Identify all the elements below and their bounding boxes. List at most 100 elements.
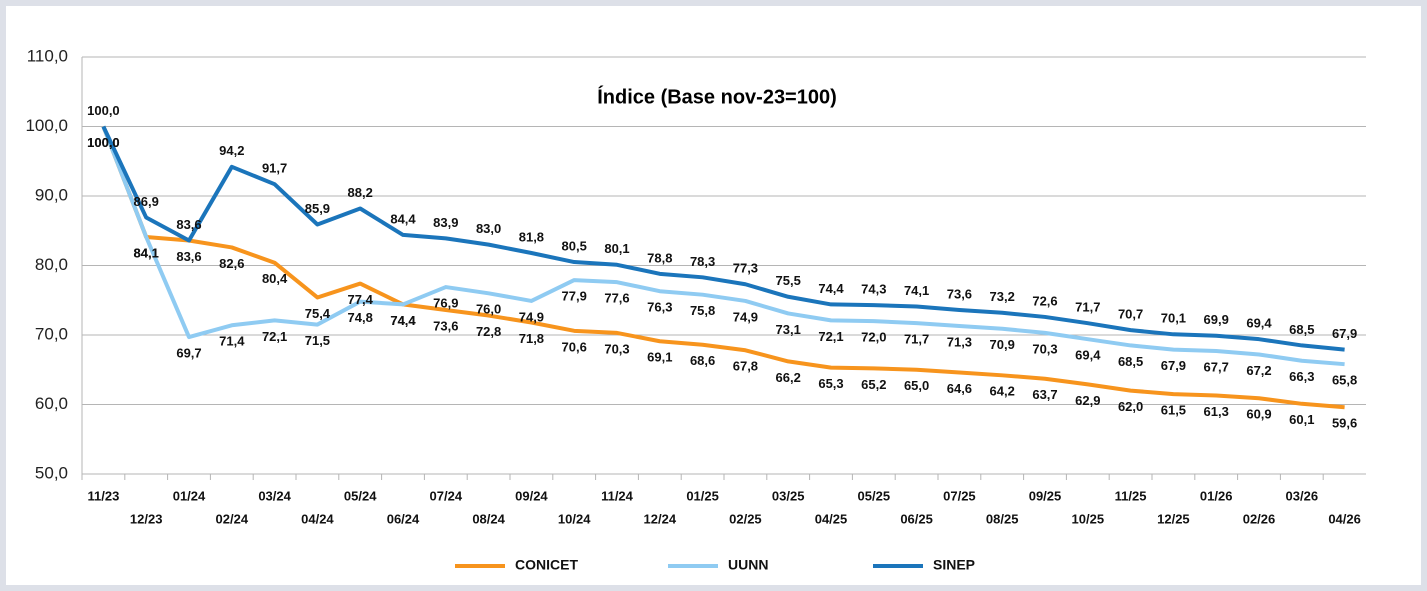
data-label: 74,1 xyxy=(904,283,929,298)
data-label: 84,1 xyxy=(134,245,159,260)
data-label: 70,3 xyxy=(1032,341,1057,356)
data-label: 61,3 xyxy=(1204,404,1229,419)
data-label: 67,9 xyxy=(1332,326,1357,341)
x-tick-label: 10/25 xyxy=(1072,511,1105,526)
data-label: 94,2 xyxy=(219,143,244,158)
x-tick-label: 02/25 xyxy=(729,511,762,526)
data-label: 72,1 xyxy=(262,329,287,344)
x-tick-label: 05/24 xyxy=(344,488,377,503)
x-tick-label: 12/25 xyxy=(1157,511,1190,526)
x-tick-label: 01/25 xyxy=(686,488,719,503)
data-label: 76,0 xyxy=(476,302,501,317)
data-label: 70,7 xyxy=(1118,307,1143,322)
chart-title: Índice (Base nov-23=100) xyxy=(597,85,837,108)
data-label: 78,8 xyxy=(647,250,672,265)
data-label: 71,4 xyxy=(219,334,245,349)
data-label: 74,4 xyxy=(818,281,844,296)
data-label: 65,3 xyxy=(818,376,843,391)
x-tick-label: 06/24 xyxy=(387,511,420,526)
data-label: 71,3 xyxy=(947,334,972,349)
data-label: 72,1 xyxy=(818,329,843,344)
data-label: 80,1 xyxy=(604,241,629,256)
y-tick-label: 50,0 xyxy=(35,463,68,482)
data-label: 70,1 xyxy=(1161,311,1186,326)
data-label: 60,1 xyxy=(1289,412,1314,427)
data-label: 69,1 xyxy=(647,350,672,365)
data-label: 76,3 xyxy=(647,300,672,315)
legend-label: SINEP xyxy=(933,557,975,573)
data-label: 77,9 xyxy=(562,289,587,304)
data-label: 77,3 xyxy=(733,261,758,276)
x-tick-label: 02/26 xyxy=(1243,511,1276,526)
y-tick-label: 60,0 xyxy=(35,394,68,413)
data-label: 62,0 xyxy=(1118,399,1143,414)
x-tick-label: 09/24 xyxy=(515,488,548,503)
data-label: 81,8 xyxy=(519,229,544,244)
data-label: 70,6 xyxy=(562,339,587,354)
data-label: 83,6 xyxy=(176,249,201,264)
data-label: 88,2 xyxy=(348,185,373,200)
legend-label: UUNN xyxy=(728,557,768,573)
data-label: 67,7 xyxy=(1204,359,1229,374)
data-label: 73,6 xyxy=(433,318,458,333)
x-tick-label: 07/25 xyxy=(943,488,976,503)
data-label: 69,4 xyxy=(1075,348,1101,363)
data-label: 83,6 xyxy=(176,217,201,232)
y-tick-label: 80,0 xyxy=(35,255,68,274)
data-label: 75,8 xyxy=(690,303,715,318)
data-label: 66,3 xyxy=(1289,369,1314,384)
data-label: 71,8 xyxy=(519,331,544,346)
x-tick-label: 09/25 xyxy=(1029,488,1062,503)
data-label: 72,8 xyxy=(476,324,501,339)
data-label: 84,1 xyxy=(134,245,159,260)
x-tick-label: 11/23 xyxy=(87,488,119,503)
data-label: 63,7 xyxy=(1032,387,1057,402)
data-label: 65,8 xyxy=(1332,373,1357,388)
x-tick-label: 08/24 xyxy=(472,511,505,526)
data-label: 67,8 xyxy=(733,359,758,374)
data-label: 70,3 xyxy=(604,341,629,356)
y-tick-label: 70,0 xyxy=(35,324,68,343)
data-label: 86,9 xyxy=(134,194,159,209)
data-label: 73,6 xyxy=(947,286,972,301)
data-label: 61,5 xyxy=(1161,403,1186,418)
data-label: 91,7 xyxy=(262,161,287,176)
data-label: 75,5 xyxy=(776,273,801,288)
x-tick-label: 12/23 xyxy=(130,511,163,526)
y-tick-label: 110,0 xyxy=(27,46,68,65)
x-tick-label: 10/24 xyxy=(558,511,591,526)
data-label: 78,3 xyxy=(690,254,715,269)
x-tick-label: 08/25 xyxy=(986,511,1019,526)
data-label: 72,0 xyxy=(861,330,886,345)
x-tick-label: 11/25 xyxy=(1115,488,1147,503)
data-label: 68,5 xyxy=(1289,322,1314,337)
data-label: 77,4 xyxy=(348,292,374,307)
data-label: 70,9 xyxy=(990,337,1015,352)
data-label: 84,4 xyxy=(390,211,416,226)
x-tick-label: 03/24 xyxy=(258,488,291,503)
x-tick-label: 05/25 xyxy=(858,488,891,503)
x-tick-label: 04/25 xyxy=(815,511,848,526)
series-line xyxy=(101,125,1345,367)
data-label: 74,3 xyxy=(861,282,886,297)
data-label: 72,6 xyxy=(1032,293,1057,308)
data-label: 73,2 xyxy=(990,289,1015,304)
legend-label: CONICET xyxy=(515,557,578,573)
data-label: 71,5 xyxy=(305,333,330,348)
x-tick-label: 03/25 xyxy=(772,488,805,503)
data-label: 71,7 xyxy=(904,332,929,347)
data-label: 69,7 xyxy=(176,346,201,361)
data-label: 69,9 xyxy=(1204,312,1229,327)
data-label: 85,9 xyxy=(305,201,330,216)
data-label: 59,6 xyxy=(1332,416,1357,431)
data-label: 83,9 xyxy=(433,215,458,230)
data-label: 60,9 xyxy=(1246,407,1271,422)
data-label: 68,6 xyxy=(690,353,715,368)
data-label: 80,4 xyxy=(262,271,288,286)
x-tick-label: 12/24 xyxy=(644,511,677,526)
data-label: 64,6 xyxy=(947,381,972,396)
y-tick-label: 100,0 xyxy=(25,116,68,135)
data-label: 100,0 xyxy=(87,135,120,150)
data-label: 100,0 xyxy=(87,103,120,118)
